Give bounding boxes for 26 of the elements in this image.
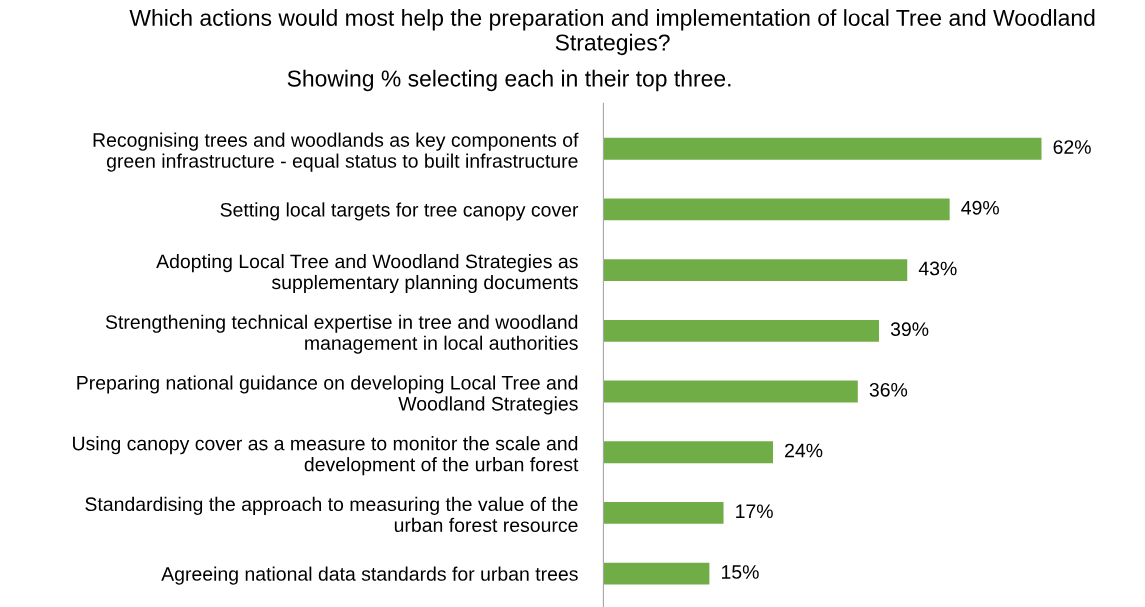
bar [603,198,950,221]
y-tick-label: Setting local targets for tree canopy cover [220,202,579,221]
data-label: 15% [722,565,759,579]
data-label: 62% [1053,140,1091,154]
data-label: 49% [961,200,999,215]
y-tick-label: Strengthening technical expertise in tree and woodland management in local authorities [105,314,578,354]
y-tick-label: Adopting Local Tree and Woodland Strategies as supplementary planning documents [156,254,578,294]
data-label: 17% [736,504,773,519]
chart-title: Which actions would most help the preparation and implementation of local Tree and Woodland Strategies? [129,9,1095,56]
data-label: 43% [918,261,957,276]
y-tick-label: Agreeing national data standards for urban trees [161,566,578,585]
y-tick-label: Recognising trees and woodlands as key components of green infrastructure - equal status to built infrastructure [93,132,579,172]
bar [603,562,710,585]
data-label: 39% [890,322,929,337]
bar [603,441,773,464]
data-label: 24% [785,443,823,458]
y-tick-label: Standardising the approach to measuring the value of the urban forest resource [85,496,578,533]
bar [603,137,1042,160]
bar [603,380,858,403]
bar [603,259,908,282]
data-label: 36% [869,382,908,397]
bar [603,319,879,342]
y-tick-label: Using canopy cover as a measure to monitor the scale and development of the urban forest [73,436,579,476]
chart-subtitle: Showing % selecting each in their top three. [287,69,731,92]
bar [603,501,724,524]
y-tick-label: Preparing national guidance on developing Local Tree and Woodland Strategies [77,375,578,415]
